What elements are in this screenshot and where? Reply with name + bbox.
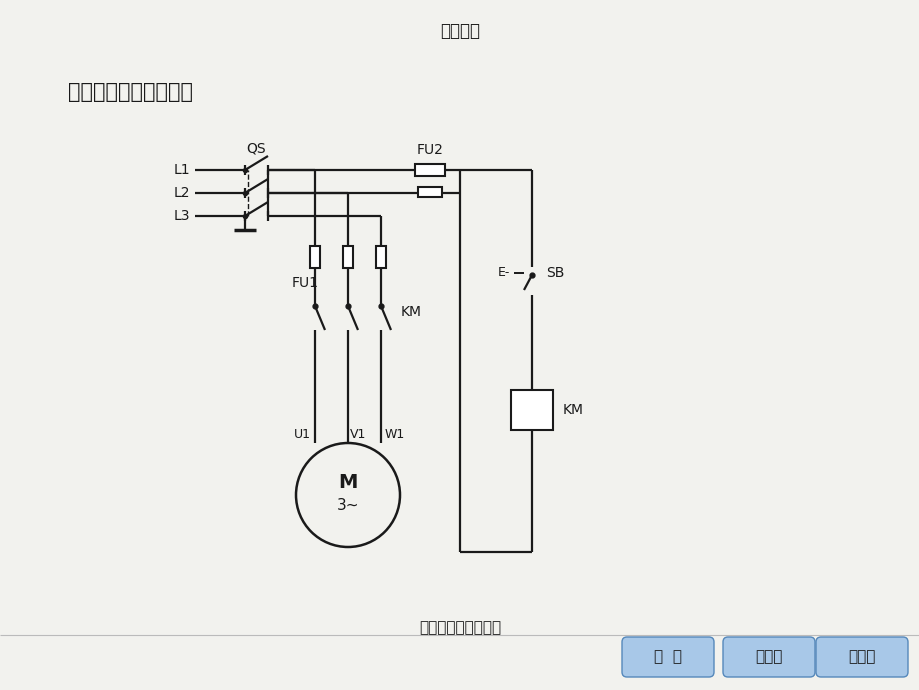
Text: 点动控制: 点动控制 [439,22,480,40]
Text: KM: KM [562,403,584,417]
Text: L2: L2 [174,186,190,200]
Bar [376,246,386,268]
Text: U1: U1 [294,428,311,442]
Text: KM: KM [401,306,422,319]
Bar [414,164,445,176]
Text: M: M [338,473,357,491]
Text: 主  页: 主 页 [653,649,681,664]
Bar [310,246,320,268]
FancyBboxPatch shape [722,637,814,677]
Text: E-: E- [497,266,509,279]
Text: QS: QS [246,141,266,155]
Text: W1: W1 [384,428,404,442]
Bar [510,390,552,430]
Text: 电动机自锁单向控制: 电动机自锁单向控制 [418,620,501,635]
FancyBboxPatch shape [621,637,713,677]
Bar [417,187,441,197]
Text: 上一页: 上一页 [754,649,782,664]
Text: 3~: 3~ [336,498,358,513]
Text: 下一页: 下一页 [847,649,875,664]
Text: FU2: FU2 [416,143,443,157]
FancyBboxPatch shape [815,637,907,677]
Text: 其电路结构如图所示。: 其电路结构如图所示。 [68,82,193,102]
Text: L1: L1 [173,163,190,177]
Text: FU1: FU1 [291,276,319,290]
Text: L3: L3 [174,209,190,223]
Text: SB: SB [545,266,563,280]
Text: V1: V1 [349,428,366,442]
Bar [343,246,353,268]
